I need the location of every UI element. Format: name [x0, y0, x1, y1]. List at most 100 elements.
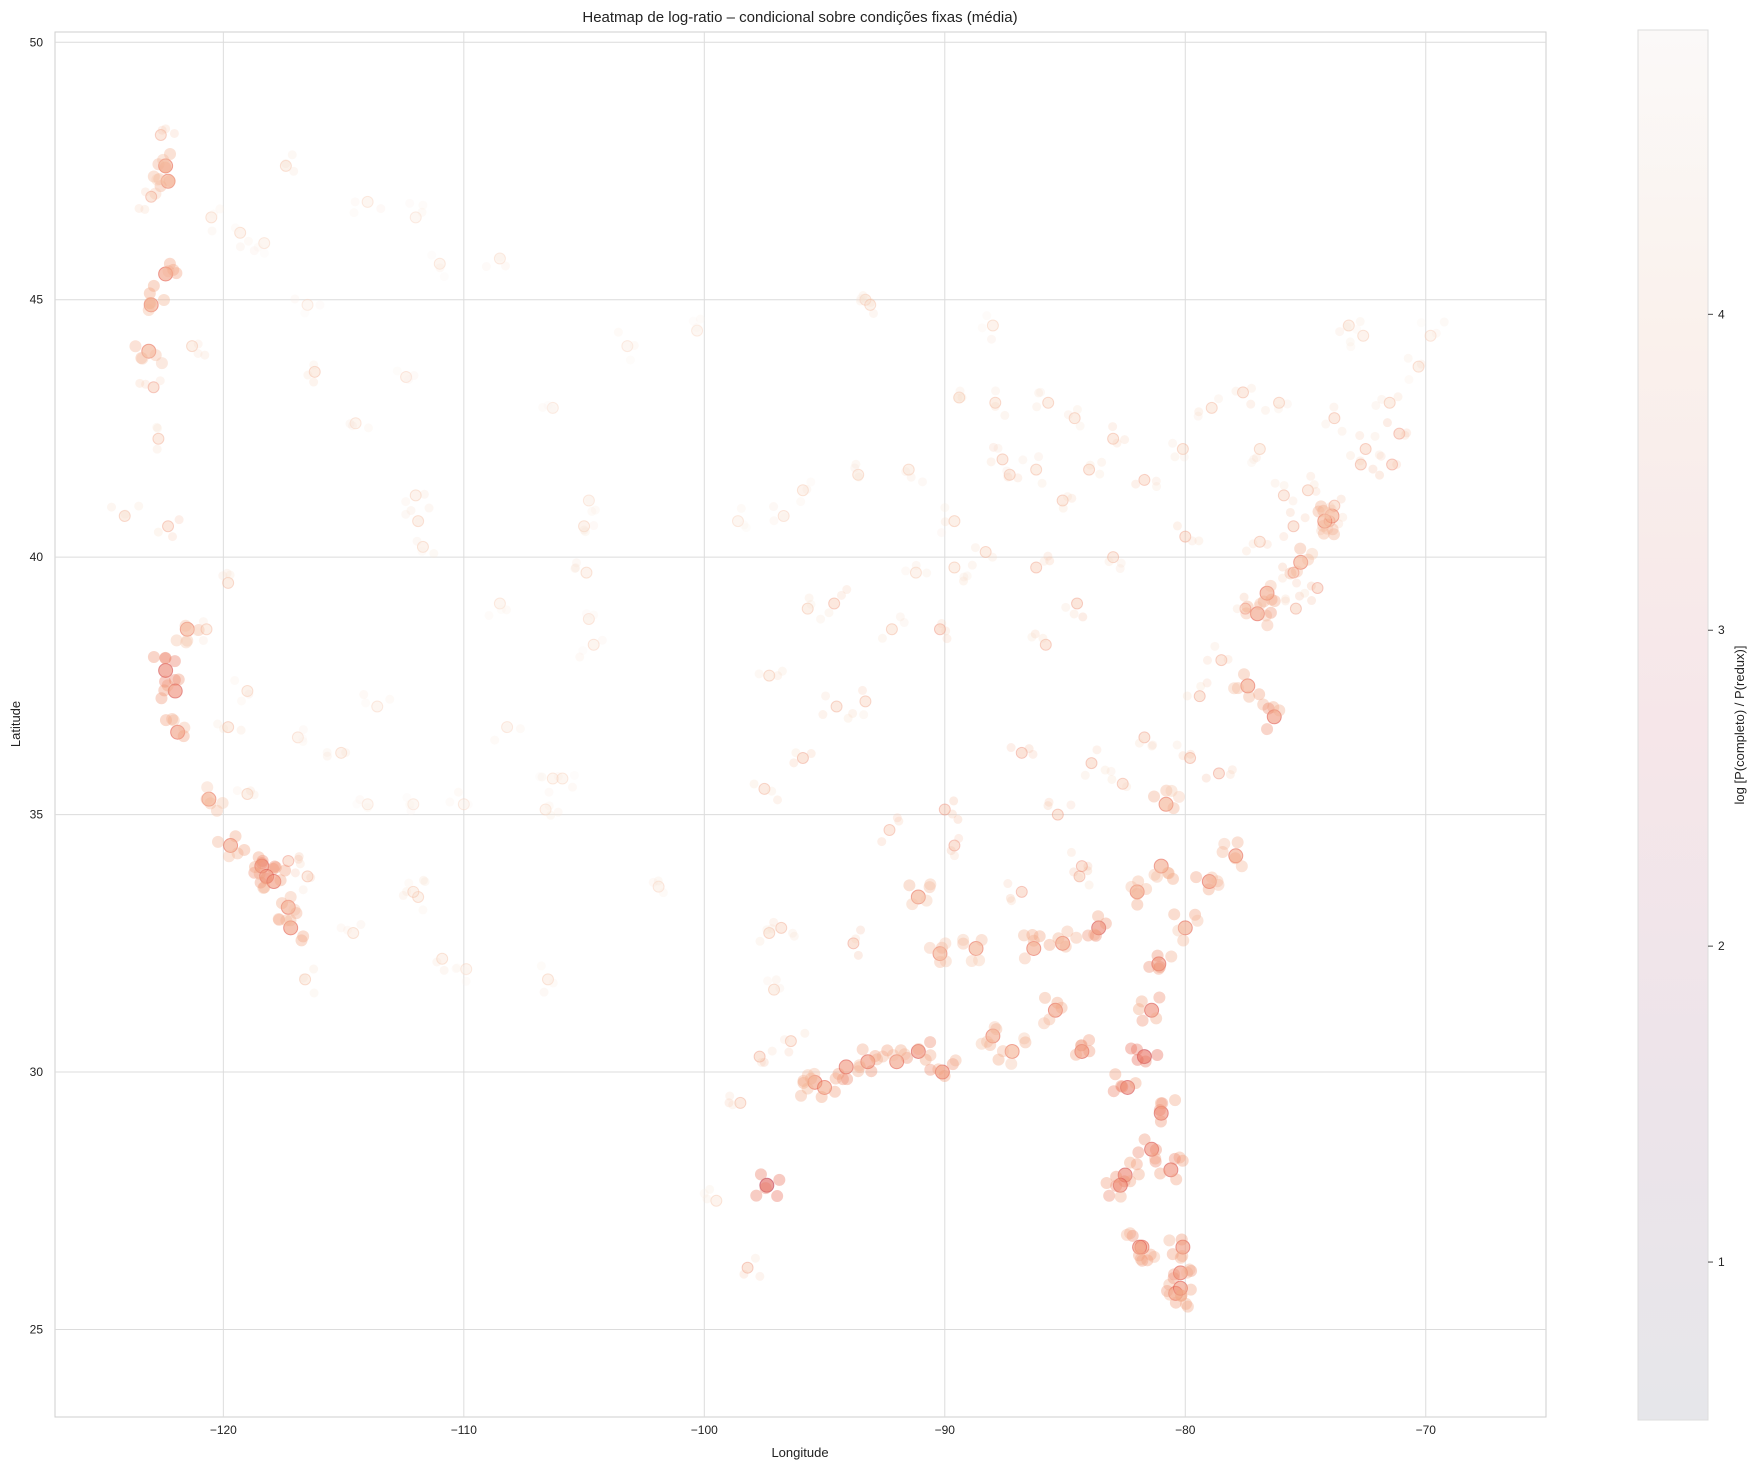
scatter-point — [894, 816, 904, 826]
scatter-point — [801, 602, 814, 615]
scatter-point — [298, 725, 308, 735]
scatter-point — [1148, 790, 1161, 803]
scatter-point — [249, 860, 262, 873]
scatter-point — [1253, 535, 1266, 548]
scatter-point — [763, 927, 776, 940]
scatter-point — [1212, 767, 1225, 780]
scatter-point — [402, 887, 412, 897]
scatter-point — [1078, 612, 1088, 622]
scatter-point — [1003, 468, 1016, 481]
scatter-point — [653, 876, 663, 886]
scatter-point — [1018, 455, 1028, 465]
scatter-point — [962, 571, 972, 581]
scatter-point — [797, 1074, 810, 1087]
scatter-point — [543, 400, 553, 410]
scatter-point — [1338, 512, 1348, 522]
scatter-point — [149, 349, 162, 362]
scatter-point — [755, 936, 765, 946]
scatter-point — [174, 515, 184, 525]
scatter-point — [222, 721, 235, 734]
scatter-point — [948, 561, 961, 574]
scatter-point — [539, 803, 552, 816]
scatter-point — [145, 297, 158, 310]
scatter-point — [1013, 473, 1023, 483]
scatter-point — [975, 933, 988, 946]
scatter-point — [1100, 765, 1110, 775]
scatter-point — [1240, 607, 1253, 620]
scatter-point — [218, 571, 228, 581]
scatter-point — [821, 691, 831, 701]
scatter-point — [163, 174, 176, 187]
scatter-point — [1005, 893, 1015, 903]
scatter-point — [1075, 1039, 1088, 1052]
scatter-point — [724, 1098, 734, 1108]
scatter-point — [1074, 1043, 1090, 1059]
scatter-point — [420, 877, 430, 887]
scatter-point — [1026, 928, 1039, 941]
scatter-point — [758, 782, 771, 795]
scatter-point — [937, 619, 947, 629]
scatter-point — [1106, 766, 1116, 776]
scatter-point — [1107, 774, 1117, 784]
scatter-point — [1083, 861, 1093, 871]
scatter-point — [1166, 872, 1179, 885]
scatter-point — [1329, 402, 1339, 412]
scatter-point — [1138, 1133, 1151, 1146]
scatter-point — [406, 806, 416, 816]
scatter-point — [587, 638, 600, 651]
scatter-point — [274, 874, 287, 887]
scatter-point — [981, 1035, 994, 1048]
scatter-point — [1270, 478, 1280, 488]
scatter-point — [771, 1190, 784, 1203]
scatter-point — [1261, 723, 1274, 736]
scatter-point — [934, 955, 947, 968]
scatter-point — [359, 690, 369, 700]
scatter-point — [1368, 464, 1378, 474]
scatter-point — [256, 854, 269, 867]
scatter-point — [991, 386, 1001, 396]
scatter-point — [587, 506, 597, 516]
scatter-point — [290, 294, 300, 304]
scatter-point — [1306, 547, 1319, 560]
scatter-point — [249, 246, 259, 256]
scatter-point — [178, 721, 191, 734]
scatter-point — [796, 497, 806, 507]
scatter-point — [1092, 910, 1105, 923]
scatter-point — [1211, 875, 1224, 888]
scatter-point — [253, 242, 263, 252]
scatter-point — [400, 370, 413, 383]
scatter-point — [877, 837, 887, 847]
scatter-point — [252, 851, 265, 864]
scatter-point — [1281, 596, 1291, 606]
scatter-point — [1229, 852, 1242, 865]
scatter-point — [589, 610, 599, 620]
scatter-point — [859, 710, 869, 720]
scatter-point — [1202, 883, 1215, 896]
scatter-point — [136, 352, 149, 365]
scatter-point — [1317, 513, 1333, 529]
scatter-point — [1148, 740, 1158, 750]
scatter-point — [200, 350, 210, 360]
scatter-point — [1346, 342, 1356, 352]
scatter-point — [1227, 765, 1237, 775]
scatter-point — [1100, 1176, 1113, 1189]
scatter-point — [750, 1189, 763, 1202]
scatter-point — [1004, 1043, 1020, 1059]
scatter-point — [1190, 871, 1203, 884]
scatter-point — [1024, 744, 1034, 754]
scatter-point — [1148, 868, 1161, 881]
scatter-point — [1210, 641, 1220, 651]
scatter-point — [1321, 522, 1334, 535]
scatter-point — [1284, 567, 1297, 580]
scatter-point — [934, 1064, 950, 1080]
scatter-point — [1058, 503, 1068, 513]
scatter-point — [142, 303, 155, 316]
scatter-point — [932, 1063, 945, 1076]
scatter-point — [851, 934, 861, 944]
scatter-point — [1124, 1156, 1137, 1169]
scatter-point — [1120, 435, 1130, 445]
scatter-point — [1044, 797, 1054, 807]
scatter-point — [460, 966, 470, 976]
scatter-point — [1262, 539, 1272, 549]
scatter-point — [1114, 1190, 1127, 1203]
